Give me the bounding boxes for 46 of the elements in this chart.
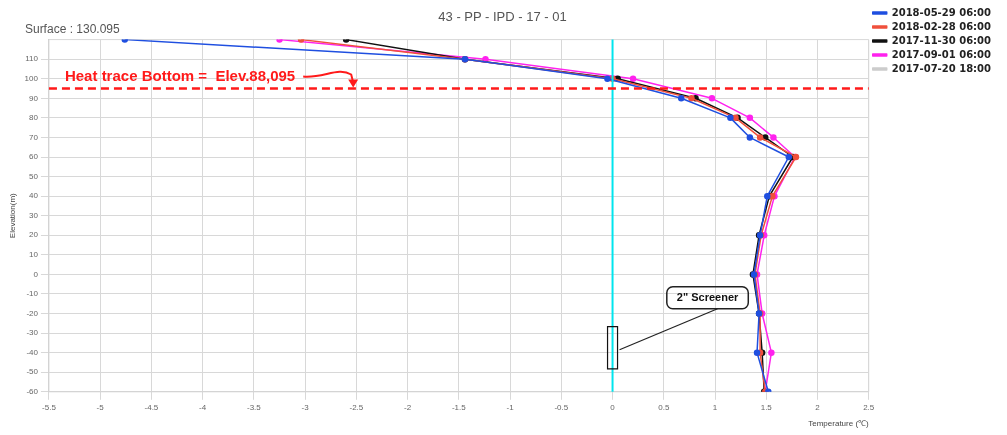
y-tick-label: 10 xyxy=(29,250,39,260)
y-tick-label: 60 xyxy=(29,152,39,162)
y-tick-label: 0 xyxy=(33,269,39,279)
y-tick-label: 80 xyxy=(29,113,39,123)
legend-label: 2017-07-20 18:00 xyxy=(891,62,992,74)
x-tick-label: -4.5 xyxy=(144,402,159,412)
y-tick-label: 30 xyxy=(29,210,39,220)
y-axis-title: Elevation(m) xyxy=(8,192,17,239)
legend-label: 2017-11-30 06:00 xyxy=(891,34,992,46)
legend-label: 2018-02-28 06:00 xyxy=(891,20,992,32)
y-tick-label: 110 xyxy=(25,54,39,64)
annotation: 2" Screener xyxy=(676,290,739,303)
y-tick-label: -20 xyxy=(26,308,39,318)
x-tick-label: -3 xyxy=(301,402,310,412)
x-tick-label: 0 xyxy=(610,402,616,412)
y-tick-label: -40 xyxy=(26,347,39,357)
text: Surface : 130.095 xyxy=(24,21,121,36)
x-tick-label: -1.5 xyxy=(451,402,467,412)
x-tick-label: 2.5 xyxy=(863,402,875,412)
y-tick-label: -50 xyxy=(26,367,39,377)
x-tick-label: -5.5 xyxy=(42,402,57,412)
x-tick-label: -2.5 xyxy=(349,402,364,412)
ref-line-label: Heat trace Bottom = Elev.88,095 xyxy=(64,67,296,85)
y-tick-label: 20 xyxy=(29,230,39,240)
legend-label: 2018-05-29 06:00 xyxy=(891,6,992,18)
legend-label: 2017-09-01 06:00 xyxy=(891,48,992,60)
y-tick-label: 100 xyxy=(24,73,39,83)
x-tick-label: -1 xyxy=(506,402,515,412)
x-tick-label: -2 xyxy=(404,402,412,412)
y-tick-label: 50 xyxy=(29,171,39,181)
y-tick-label: -10 xyxy=(26,289,39,299)
x-tick-label: 0.5 xyxy=(658,402,670,412)
x-tick-label: -4 xyxy=(199,402,207,412)
y-tick-label: 40 xyxy=(29,191,39,201)
y-tick-label: -30 xyxy=(26,328,39,338)
x-tick-label: -5 xyxy=(96,402,105,412)
y-tick-label: 90 xyxy=(29,93,39,103)
x-tick-label: 1 xyxy=(712,402,718,412)
x-tick-label: -3.5 xyxy=(246,402,262,412)
y-tick-label: 70 xyxy=(29,132,39,142)
x-tick-label: -0.5 xyxy=(554,402,569,412)
x-tick-label: 1.5 xyxy=(760,402,773,412)
y-tick-label: -60 xyxy=(26,387,39,396)
x-axis-title: Temperature (℃) xyxy=(808,419,870,429)
x-tick-label: 2 xyxy=(815,402,821,412)
chart-title: 43 - PP - IPD - 17 - 01 xyxy=(438,9,567,25)
